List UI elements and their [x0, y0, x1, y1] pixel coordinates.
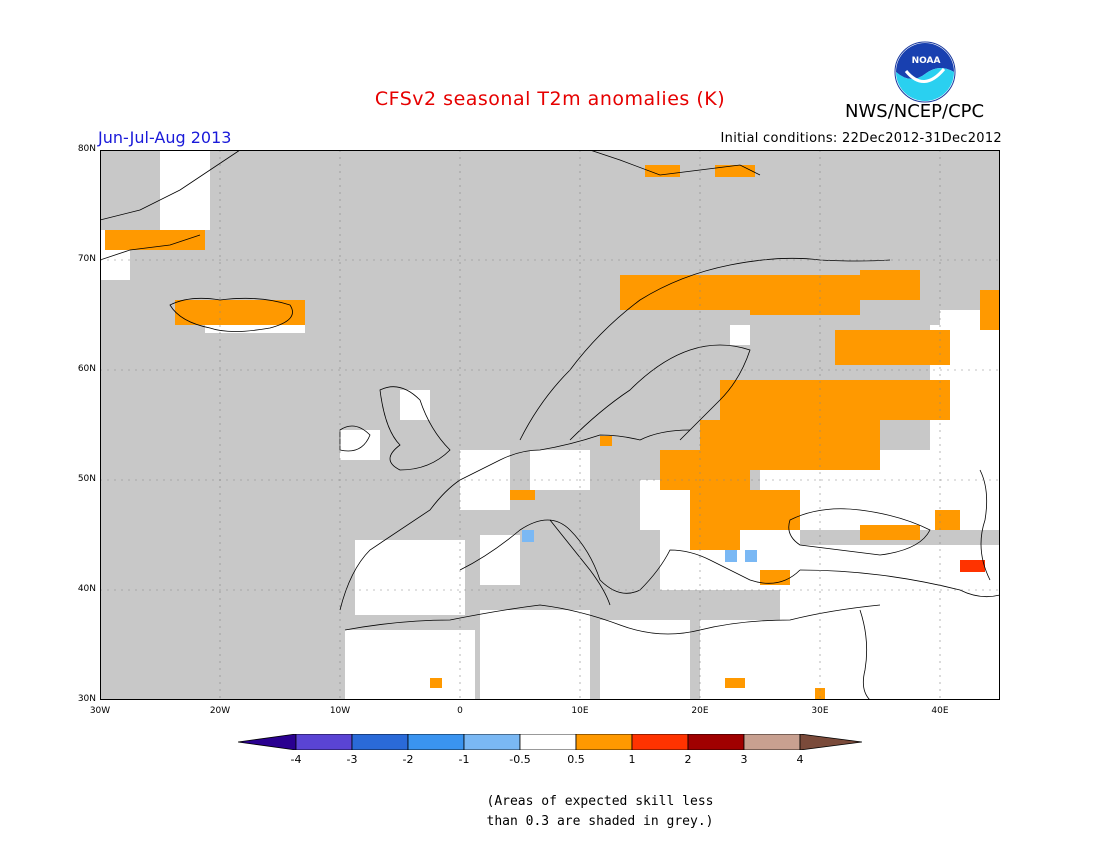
- note-line-2: than 0.3 are shaded in grey.): [486, 814, 714, 829]
- colorbar: [238, 734, 862, 750]
- lon-label-10w: 10W: [329, 706, 351, 716]
- noaa-logo-icon: [894, 41, 956, 103]
- lat-label-80n: 80N: [77, 144, 96, 154]
- warm-anomaly-regions: [105, 165, 1000, 700]
- chart-title: CFSv2 seasonal T2m anomalies (K): [374, 88, 726, 110]
- note-line-1: (Areas of expected skill less: [486, 794, 714, 809]
- colorbar-arrow-high: [799, 734, 862, 750]
- initial-conditions-label: Initial conditions: 22Dec2012-31Dec2012: [720, 131, 1002, 146]
- lon-label-30w: 30W: [89, 706, 111, 716]
- colorbar-label: 1: [628, 753, 636, 766]
- colorbar-label: -3: [346, 753, 358, 766]
- colorbar-label: 0.5: [567, 753, 585, 766]
- lon-label-40e: 40E: [931, 706, 949, 716]
- lon-label-10e: 10E: [571, 706, 589, 716]
- grid-lines: [100, 150, 1000, 700]
- season-label: Jun-Jul-Aug 2013: [98, 128, 232, 147]
- lon-label-20e: 20E: [691, 706, 709, 716]
- colorbar-label: -0.5: [509, 753, 531, 766]
- colorbar-label: -4: [290, 753, 302, 766]
- lat-label-60n: 60N: [77, 364, 96, 374]
- lat-label-30n: 30N: [77, 694, 96, 704]
- lon-label-20w: 20W: [209, 706, 231, 716]
- noaa-logo-text: NOAA: [911, 56, 941, 66]
- lon-label-30e: 30E: [811, 706, 829, 716]
- agency-label: NWS/NCEP/CPC: [845, 101, 985, 122]
- lat-label-40n: 40N: [77, 584, 96, 594]
- lat-label-50n: 50N: [77, 474, 96, 484]
- colorbar-label: -1: [458, 753, 470, 766]
- colorbar-label: 2: [684, 753, 692, 766]
- lat-label-70n: 70N: [77, 254, 96, 264]
- strong-warm-regions: [960, 560, 985, 572]
- colorbar-arrow-low: [238, 734, 297, 750]
- lon-label-0: 0: [457, 706, 463, 716]
- cool-anomaly-regions: [522, 530, 757, 562]
- colorbar-label: 4: [796, 753, 804, 766]
- anomaly-map: [100, 150, 1000, 700]
- grey-shading-note: (Areas of expected skill less than 0.3 a…: [440, 792, 760, 832]
- colorbar-label: -2: [402, 753, 414, 766]
- colorbar-label: 3: [740, 753, 748, 766]
